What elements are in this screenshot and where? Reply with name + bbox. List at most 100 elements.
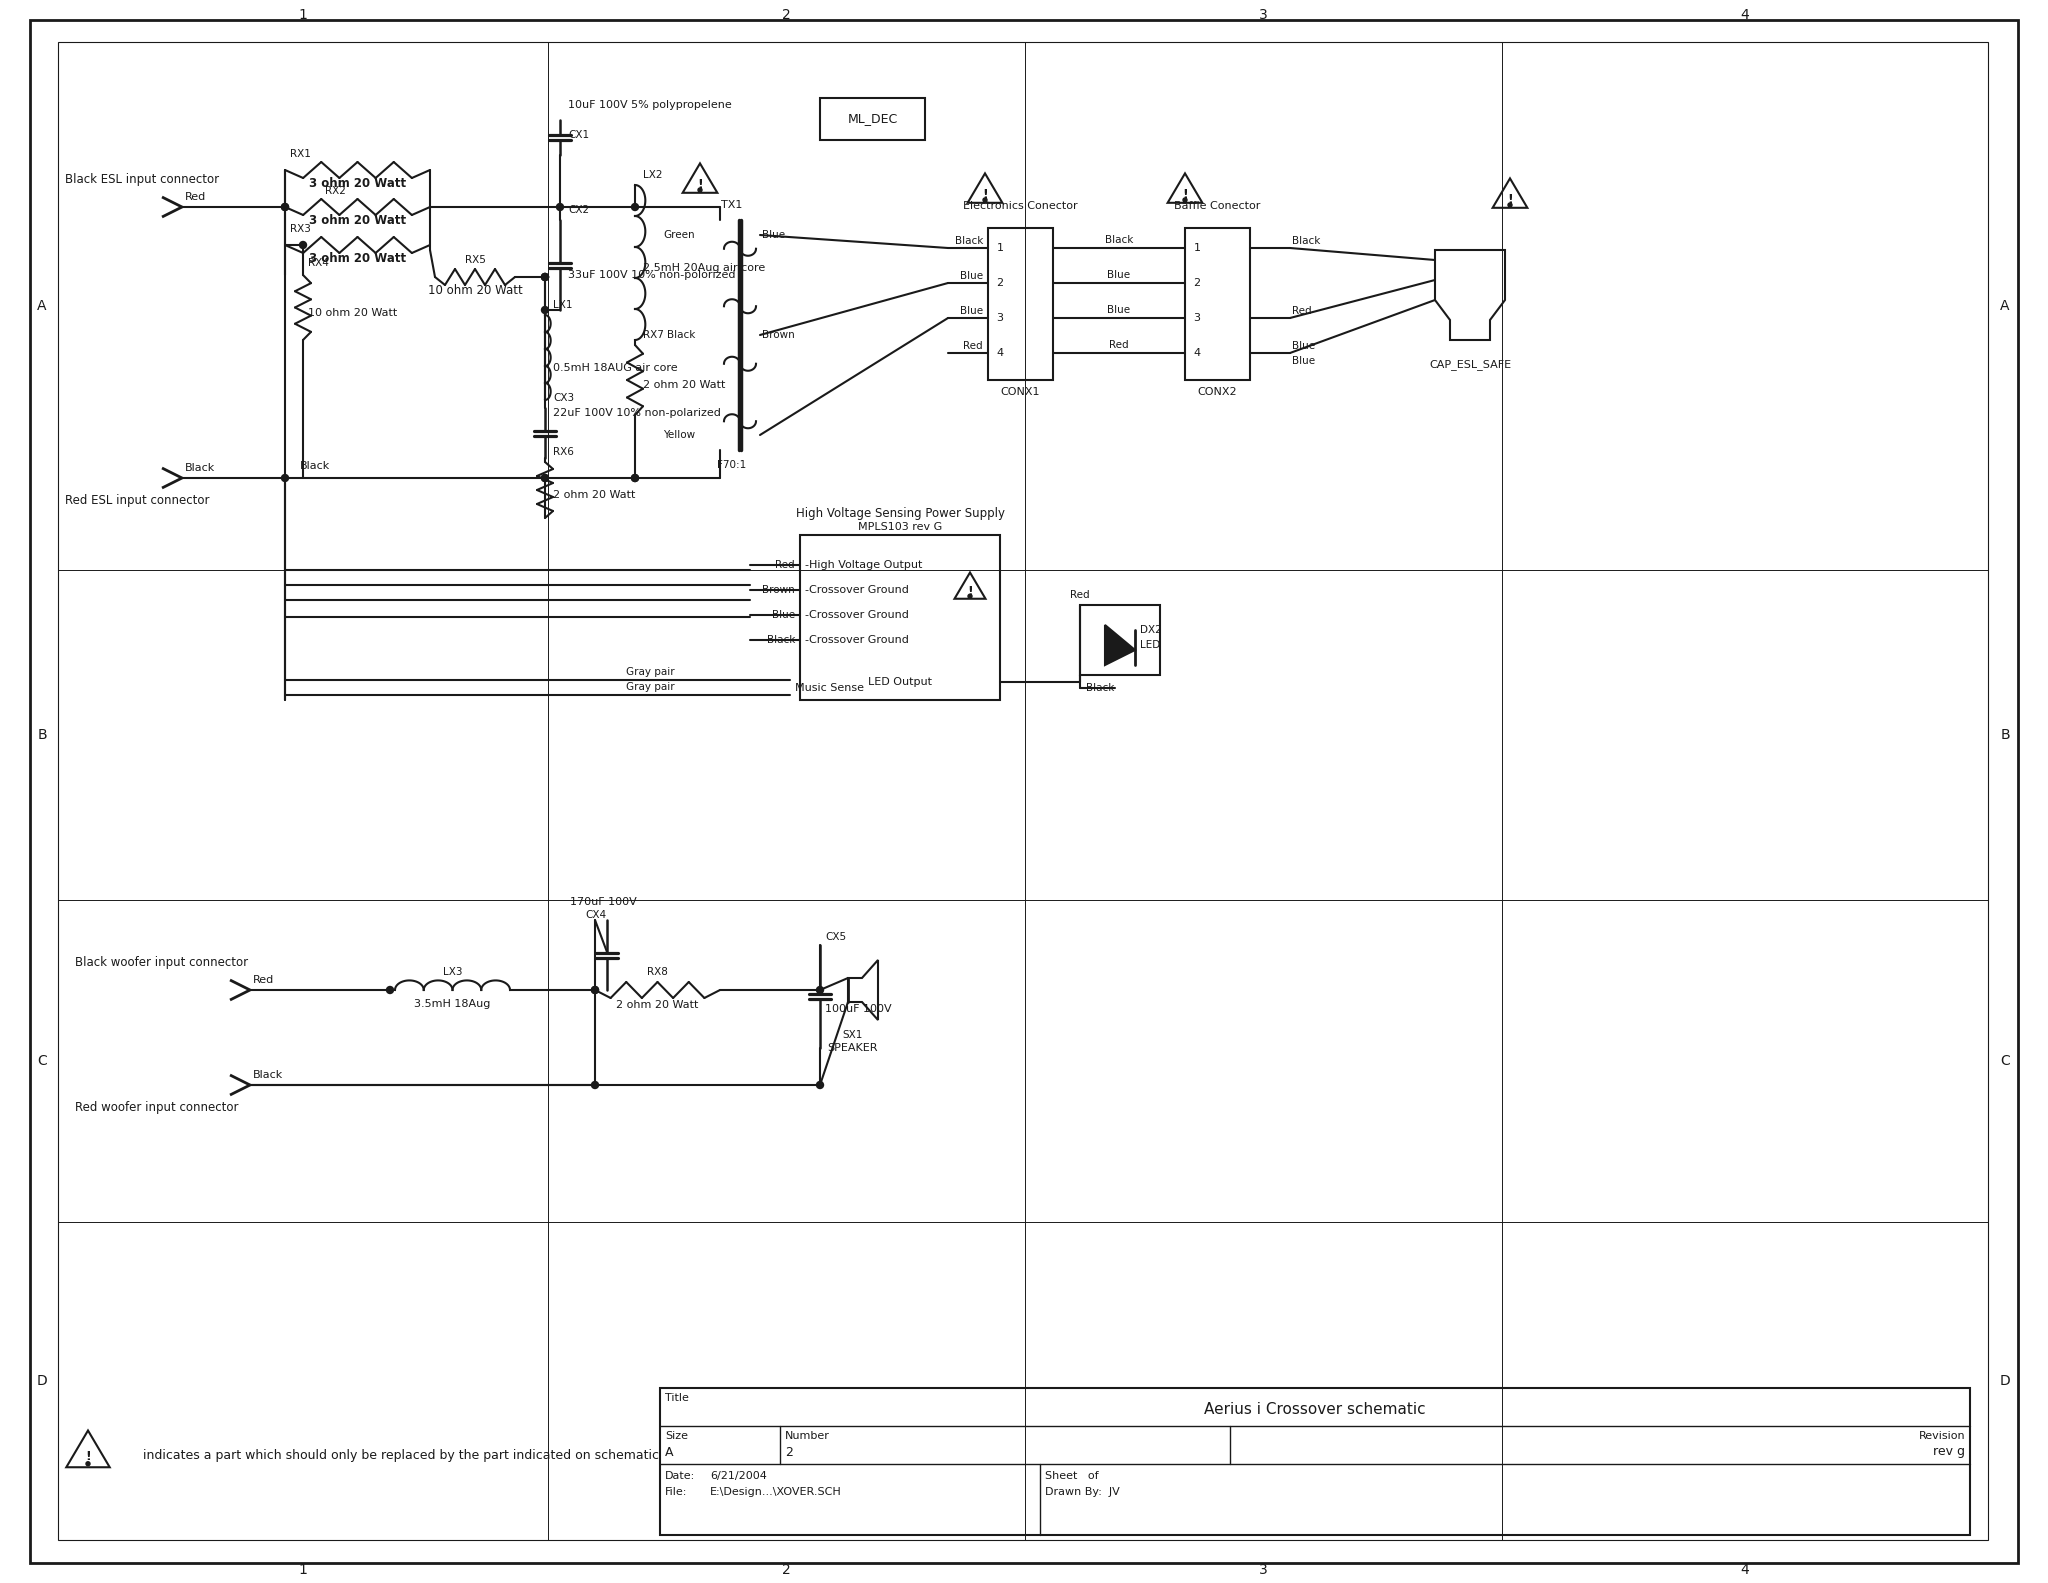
Text: Drawn By:  JV: Drawn By: JV: [1044, 1486, 1120, 1498]
Text: 3 ohm 20 Watt: 3 ohm 20 Watt: [309, 214, 406, 226]
Circle shape: [817, 986, 823, 994]
Text: LED: LED: [1141, 640, 1161, 651]
Text: -Crossover Ground: -Crossover Ground: [805, 635, 909, 644]
Text: 6/21/2004: 6/21/2004: [711, 1471, 766, 1482]
Text: !: !: [86, 1450, 90, 1463]
Text: Black woofer input connector: Black woofer input connector: [76, 956, 248, 969]
Text: RX4: RX4: [307, 258, 330, 268]
Circle shape: [592, 1081, 598, 1089]
Text: Black: Black: [954, 236, 983, 245]
Text: Black: Black: [184, 462, 215, 473]
Circle shape: [387, 986, 393, 994]
Text: 0.5mH 18AUG air core: 0.5mH 18AUG air core: [553, 363, 678, 372]
Text: B: B: [37, 728, 47, 742]
Text: Title: Title: [666, 1393, 688, 1403]
Circle shape: [592, 986, 598, 994]
Text: B: B: [2001, 728, 2009, 742]
Text: CX3: CX3: [553, 393, 573, 404]
Text: 3: 3: [1260, 1562, 1268, 1577]
Text: Red: Red: [184, 192, 207, 203]
Text: Blue: Blue: [1108, 306, 1130, 315]
Circle shape: [631, 475, 639, 481]
Polygon shape: [1106, 625, 1135, 665]
Text: RX2: RX2: [326, 185, 346, 196]
Text: Black: Black: [1292, 236, 1321, 245]
Text: High Voltage Sensing Power Supply: High Voltage Sensing Power Supply: [795, 507, 1004, 519]
Circle shape: [541, 274, 549, 280]
Text: CX4: CX4: [586, 910, 606, 920]
Circle shape: [281, 475, 289, 481]
Text: 2: 2: [782, 1562, 791, 1577]
Text: indicates a part which should only be replaced by the part indicated on schemati: indicates a part which should only be re…: [143, 1448, 659, 1461]
Circle shape: [541, 475, 549, 481]
Text: Green: Green: [664, 230, 694, 241]
Text: Red woofer input connector: Red woofer input connector: [76, 1100, 238, 1113]
Text: CX5: CX5: [825, 932, 846, 942]
Text: 2: 2: [1194, 279, 1200, 288]
Text: Gray pair: Gray pair: [627, 666, 674, 678]
Circle shape: [299, 242, 307, 249]
Text: Black: Black: [766, 635, 795, 644]
Text: DX2: DX2: [1141, 625, 1161, 635]
Circle shape: [631, 475, 639, 481]
Text: Red: Red: [1292, 306, 1311, 317]
Text: 2: 2: [782, 8, 791, 22]
Circle shape: [1507, 203, 1511, 207]
Text: RX5: RX5: [465, 255, 485, 264]
Circle shape: [281, 204, 289, 211]
Text: 33uF 100V 10% non-polorized: 33uF 100V 10% non-polorized: [567, 271, 735, 280]
Text: D: D: [37, 1374, 47, 1388]
Text: Blue: Blue: [961, 271, 983, 282]
Text: File:: File:: [666, 1486, 688, 1498]
Bar: [1079, 605, 1159, 674]
Text: Black: Black: [1104, 234, 1133, 245]
Circle shape: [631, 204, 639, 211]
Text: Electronics Conector: Electronics Conector: [963, 201, 1077, 211]
Text: LED Output: LED Output: [868, 678, 932, 687]
Text: Red: Red: [1110, 340, 1128, 350]
Text: Date:: Date:: [666, 1471, 694, 1482]
Text: 1: 1: [299, 1562, 307, 1577]
Text: 2: 2: [997, 279, 1004, 288]
Text: Blue: Blue: [1292, 356, 1315, 366]
Text: TX1: TX1: [721, 199, 743, 211]
Text: Red: Red: [254, 975, 274, 985]
Text: Red: Red: [1069, 590, 1090, 600]
Text: C: C: [37, 1054, 47, 1069]
Text: RX6: RX6: [553, 446, 573, 457]
Bar: [659, 1388, 1970, 1536]
Text: 1: 1: [997, 244, 1004, 253]
Text: 3: 3: [1260, 8, 1268, 22]
Text: Black: Black: [254, 1070, 283, 1080]
Text: 3 ohm 20 Watt: 3 ohm 20 Watt: [309, 176, 406, 190]
Text: LX1: LX1: [553, 301, 573, 310]
Text: Aerius i Crossover schematic: Aerius i Crossover schematic: [1204, 1403, 1425, 1417]
Text: Blue: Blue: [772, 609, 795, 621]
Text: RX8: RX8: [647, 967, 668, 977]
Text: !: !: [696, 177, 702, 192]
Text: ML_DEC: ML_DEC: [848, 112, 897, 125]
Text: 2 ohm 20 Watt: 2 ohm 20 Watt: [643, 380, 725, 389]
Text: 10uF 100V 5% polypropelene: 10uF 100V 5% polypropelene: [567, 100, 731, 109]
Text: 2: 2: [784, 1445, 793, 1458]
Text: Music Sense: Music Sense: [795, 682, 864, 692]
Text: Blue: Blue: [762, 230, 784, 241]
Text: -High Voltage Output: -High Voltage Output: [805, 560, 922, 570]
Text: 2 ohm 20 Watt: 2 ohm 20 Watt: [616, 1000, 698, 1010]
Text: Black: Black: [668, 329, 694, 340]
Text: Red: Red: [963, 340, 983, 351]
Text: LX2: LX2: [643, 169, 662, 180]
Text: Blue: Blue: [1108, 271, 1130, 280]
Text: CAP_ESL_SAFE: CAP_ESL_SAFE: [1430, 359, 1511, 370]
Text: RX7: RX7: [643, 329, 664, 340]
Text: 3 ohm 20 Watt: 3 ohm 20 Watt: [309, 252, 406, 264]
Text: E:\Design...\XOVER.SCH: E:\Design...\XOVER.SCH: [711, 1486, 842, 1498]
Text: 22uF 100V 10% non-polarized: 22uF 100V 10% non-polarized: [553, 408, 721, 418]
Text: Number: Number: [784, 1431, 829, 1441]
Text: Black ESL input connector: Black ESL input connector: [66, 173, 219, 185]
Text: 100uF 100V: 100uF 100V: [825, 1004, 891, 1013]
Circle shape: [281, 204, 289, 211]
Text: !: !: [983, 188, 987, 201]
Text: Size: Size: [666, 1431, 688, 1441]
Text: Black: Black: [1085, 682, 1114, 693]
